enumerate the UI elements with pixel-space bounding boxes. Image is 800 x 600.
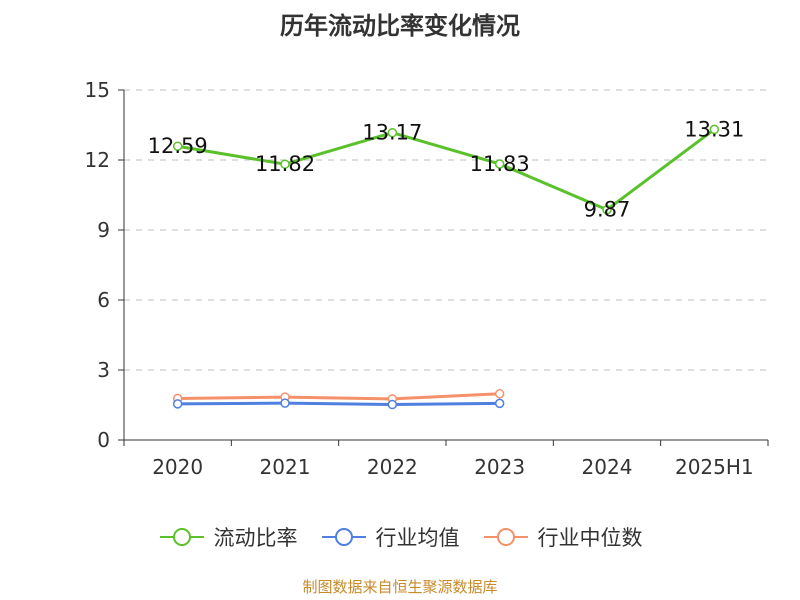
x-tick-label: 2020 [152,455,203,479]
y-tick-label: 6 [97,288,110,312]
data-point [602,204,612,215]
legend-item-ratio[interactable]: 流动比率 [158,522,298,552]
data-point [387,127,398,138]
y-tick-label: 3 [97,358,110,382]
legend-marker-ratio [159,528,204,546]
data-label: 9.87 [584,198,631,222]
y-tick-label: 12 [85,148,110,172]
data-point [172,399,183,409]
x-tick-label: 2023 [474,455,525,479]
data-point [280,398,290,408]
legend-label-ratio: 流动比率 [213,526,298,550]
legend-label-industry-median: 行业中位数 [537,526,643,550]
legend-item-industry-median[interactable]: 行业中位数 [482,522,643,552]
data-point [494,159,505,169]
data-label: 13.31 [684,117,744,141]
grid-lines [124,89,768,371]
chart-title: 历年流动比率变化情况 [280,12,520,40]
x-tick-label: 2021 [260,455,311,479]
data-labels: 12.59 11.82 13.17 11.83 9.87 13.31 [148,117,745,221]
x-tick-label: 2025H1 [675,455,754,479]
data-point [709,124,720,135]
legend-marker-industry-median [483,528,528,546]
source-note: 制图数据来自恒生聚源数据库 [302,578,498,596]
data-point [172,141,183,151]
legend-label-industry-mean: 行业均值 [375,526,460,550]
x-tick-label: 2022 [367,455,418,479]
data-point [387,399,398,410]
data-point [494,398,505,409]
series-line-0 [177,128,716,212]
data-label: 11.82 [255,152,315,176]
data-point [280,159,290,169]
y-tick-label: 15 [85,78,110,102]
y-tick-label: 9 [97,218,110,242]
legend: 流动比率 行业均值 行业中位数 [0,522,800,552]
legend-item-industry-mean[interactable]: 行业均值 [320,522,460,552]
x-tick-label: 2024 [582,455,633,479]
y-tick-label: 0 [97,428,110,452]
series-lines [172,124,720,410]
series-line-1 [177,401,500,407]
data-label: 11.83 [470,152,530,176]
series-line-2 [177,392,500,401]
data-label: 13.17 [362,121,422,145]
legend-marker-industry-mean [321,528,366,546]
axes: 0 3 6 9 12 15 2020 2021 2022 2023 2024 2025H1 [85,78,769,479]
data-label: 12.59 [148,134,208,158]
data-point [494,389,505,399]
